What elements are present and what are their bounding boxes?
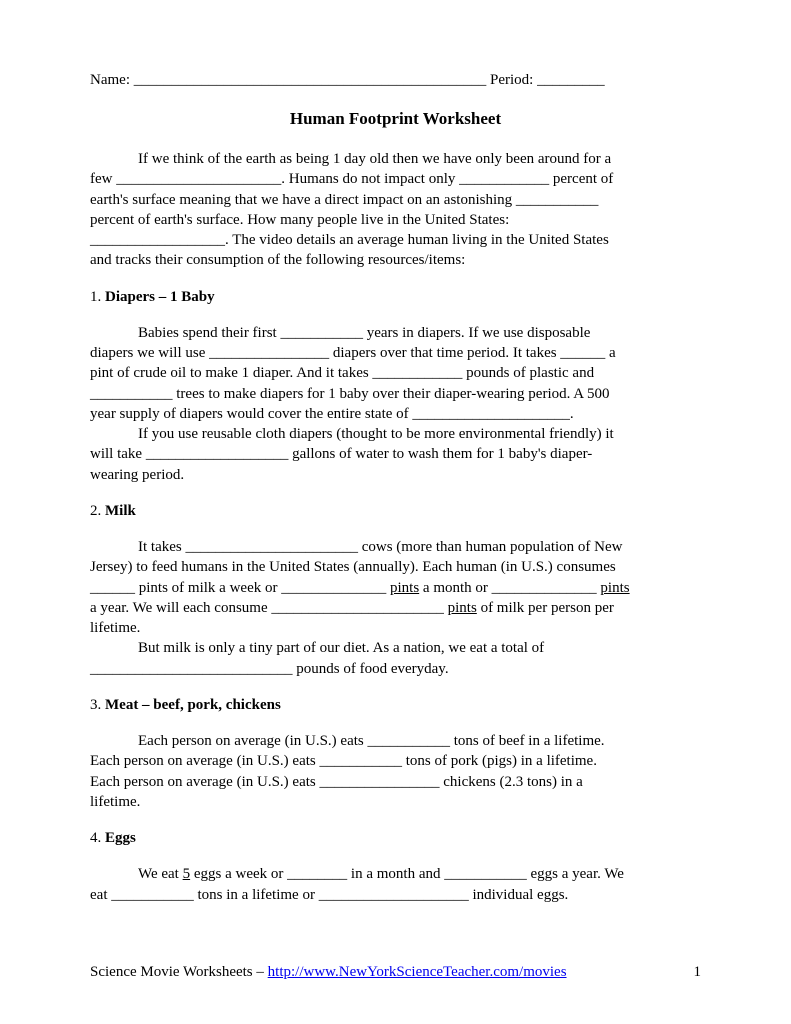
page-footer: Science Movie Worksheets – http://www.Ne… — [90, 962, 701, 982]
name-label: Name: — [90, 72, 130, 88]
footer-text: Science Movie Worksheets – http://www.Ne… — [90, 962, 567, 982]
s2-p1c-u2: pints — [600, 580, 629, 596]
s2-p1d-a: a year. We will each consume ___________… — [90, 600, 448, 616]
footer-prefix: Science Movie Worksheets – — [90, 964, 268, 980]
section-3-name: Meat – beef, pork, chickens — [105, 697, 281, 713]
name-blank: ________________________________________… — [130, 72, 490, 88]
s4-p1a-a: We eat — [138, 866, 183, 882]
s2-p1d-b: of milk per person per — [477, 600, 614, 616]
s2-p1d-u: pints — [448, 600, 477, 616]
s1-p1d: ___________ trees to make diapers for 1 … — [90, 384, 701, 404]
s2-p2a: But milk is only a tiny part of our diet… — [90, 638, 701, 658]
s4-p1b: eat ___________ tons in a lifetime or __… — [90, 885, 701, 905]
intro-line3: earth's surface meaning that we have a d… — [90, 190, 701, 210]
s3-p1b: Each person on average (in U.S.) eats __… — [90, 751, 701, 771]
s3-p1a: Each person on average (in U.S.) eats __… — [90, 731, 701, 751]
s2-p1c-a: ______ pints of milk a week or _________… — [90, 580, 390, 596]
intro-line2: few ______________________. Humans do no… — [90, 169, 701, 189]
s2-p1c: ______ pints of milk a week or _________… — [90, 578, 701, 598]
s2-p1e: lifetime. — [90, 618, 701, 638]
section-4-body: We eat 5 eggs a week or ________ in a mo… — [90, 864, 701, 905]
s2-p1c-u1: pints — [390, 580, 419, 596]
section-1-name: Diapers – 1 Baby — [105, 289, 215, 305]
s1-p2b: will take ___________________ gallons of… — [90, 444, 701, 464]
s3-p1c: Each person on average (in U.S.) eats __… — [90, 772, 701, 792]
s4-p1a-u: 5 — [183, 866, 191, 882]
footer-link[interactable]: http://www.NewYorkScienceTeacher.com/mov… — [268, 964, 567, 980]
section-2-name: Milk — [105, 503, 136, 519]
worksheet-page: Name: __________________________________… — [0, 0, 791, 1024]
section-3-heading: 3. Meat – beef, pork, chickens — [90, 695, 701, 715]
intro-line1: If we think of the earth as being 1 day … — [90, 149, 701, 169]
s4-p1a-b: eggs a week or ________ in a month and _… — [190, 866, 624, 882]
s2-p1a: It takes _______________________ cows (m… — [90, 537, 701, 557]
s1-p1c: pint of crude oil to make 1 diaper. And … — [90, 363, 701, 383]
section-1-num: 1. — [90, 289, 105, 305]
intro-line5: __________________. The video details an… — [90, 230, 701, 250]
period-blank: _________ — [533, 72, 604, 88]
section-2-num: 2. — [90, 503, 105, 519]
s3-p1d: lifetime. — [90, 792, 701, 812]
period-label: Period: — [490, 72, 533, 88]
s1-p2c: wearing period. — [90, 465, 701, 485]
s1-p1a: Babies spend their first ___________ yea… — [90, 323, 701, 343]
s4-p1a: We eat 5 eggs a week or ________ in a mo… — [90, 864, 701, 884]
s1-p1b: diapers we will use ________________ dia… — [90, 343, 701, 363]
intro-paragraph: If we think of the earth as being 1 day … — [90, 149, 701, 271]
s1-p1e: year supply of diapers would cover the e… — [90, 404, 701, 424]
section-2-body: It takes _______________________ cows (m… — [90, 537, 701, 679]
intro-line6: and tracks their consumption of the foll… — [90, 250, 701, 270]
s1-p2a: If you use reusable cloth diapers (thoug… — [90, 424, 701, 444]
section-4-heading: 4. Eggs — [90, 828, 701, 848]
intro-line4: percent of earth's surface. How many peo… — [90, 210, 701, 230]
worksheet-title: Human Footprint Worksheet — [90, 108, 701, 131]
s2-p1c-b: a month or ______________ — [419, 580, 600, 596]
section-1-body: Babies spend their first ___________ yea… — [90, 323, 701, 485]
section-4-name: Eggs — [105, 830, 136, 846]
page-number: 1 — [694, 962, 702, 982]
section-1-heading: 1. Diapers – 1 Baby — [90, 287, 701, 307]
section-3-body: Each person on average (in U.S.) eats __… — [90, 731, 701, 812]
section-2-heading: 2. Milk — [90, 501, 701, 521]
s2-p1d: a year. We will each consume ___________… — [90, 598, 701, 618]
s2-p2b: ___________________________ pounds of fo… — [90, 659, 701, 679]
section-3-num: 3. — [90, 697, 105, 713]
s2-p1b: Jersey) to feed humans in the United Sta… — [90, 557, 701, 577]
section-4-num: 4. — [90, 830, 105, 846]
header-line: Name: __________________________________… — [90, 70, 701, 90]
